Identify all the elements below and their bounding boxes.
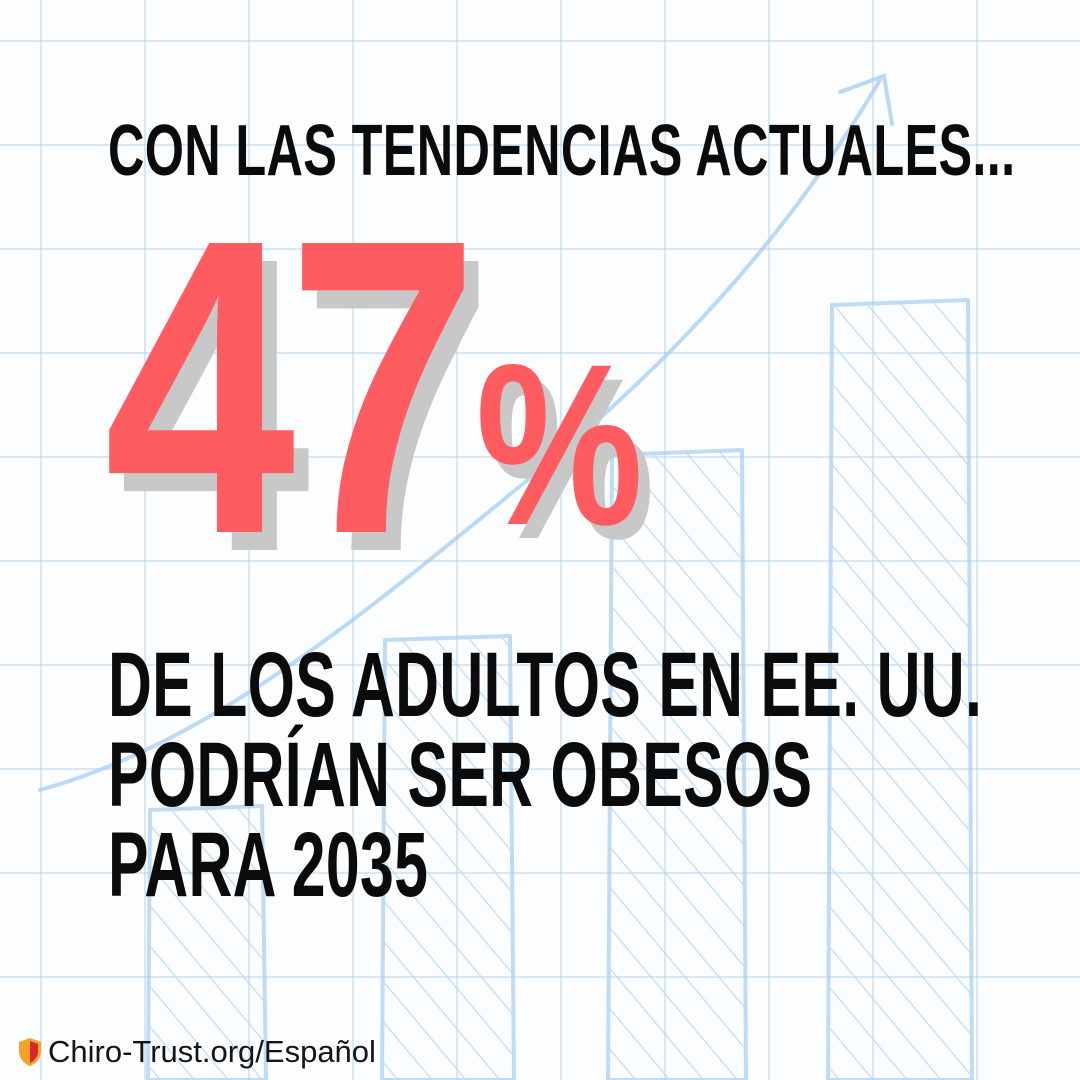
shield-icon xyxy=(19,1038,41,1066)
description-line-2: PODRÍAN SER OBESOS xyxy=(108,724,813,826)
stat-value: 47 xyxy=(104,153,479,622)
stat-description: DE LOS ADULTOS EN EE. UU. PODRÍAN SER OB… xyxy=(108,634,983,916)
headline: CON LAS TENDENCIAS ACTUALES... xyxy=(108,111,1016,191)
stat-47-percent: 47% xyxy=(104,178,643,663)
description-line-3: PARA 2035 xyxy=(108,814,429,916)
description-line-1: DE LOS ADULTOS EN EE. UU. xyxy=(108,634,983,736)
stat-percent-sign: % xyxy=(475,316,644,573)
footer-link[interactable]: Chiro-Trust.org/Español xyxy=(48,1034,376,1069)
footer-brand: Chiro-Trust.org/Español xyxy=(18,1034,376,1070)
